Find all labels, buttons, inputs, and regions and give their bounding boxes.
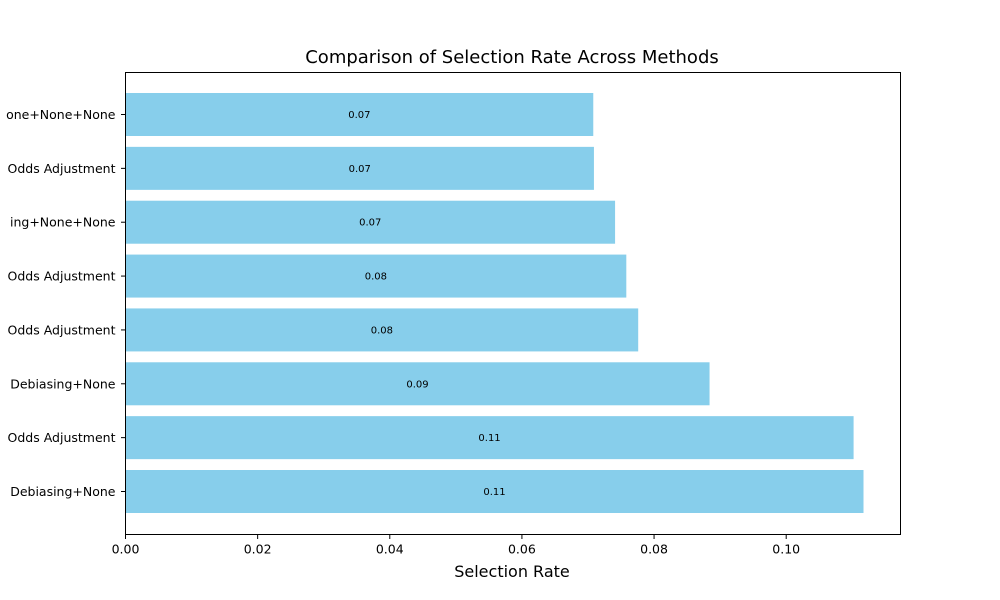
y-tick-label-2: ing+None+None (10, 215, 116, 230)
x-tick-label-4: 0.08 (640, 542, 668, 557)
bar-value-label-7: 0.11 (483, 487, 505, 498)
bar-value-label-5: 0.09 (406, 379, 428, 390)
bar-1 (125, 146, 594, 190)
x-tick-label-2: 0.04 (376, 542, 404, 557)
y-tick-labels: one+None+None Odds Adjustment ing+None+Non… (6, 107, 126, 499)
bar-value-label-6: 0.11 (478, 433, 500, 444)
x-ticks: 0.00 0.02 0.04 0.06 0.08 0.10 (112, 534, 800, 557)
bar-0 (125, 93, 594, 136)
bar-5 (125, 362, 710, 406)
x-tick-label-3: 0.06 (508, 542, 536, 557)
x-tick-label-5: 0.10 (772, 542, 800, 557)
y-tick-label-6: Odds Adjustment (8, 430, 116, 445)
y-tick-label-0: one+None+None (6, 107, 116, 122)
bar-value-label-2: 0.07 (359, 218, 381, 229)
y-tick-label-4: Odds Adjustment (8, 322, 116, 337)
x-tick-label-0: 0.00 (112, 542, 140, 557)
x-tick-label-1: 0.02 (244, 542, 272, 557)
y-tick-label-3: Odds Adjustment (8, 269, 116, 284)
bar-3 (125, 254, 627, 298)
plot-frame (125, 72, 901, 535)
bar-6 (125, 416, 854, 460)
bar-7 (125, 470, 864, 513)
bar-value-label-0: 0.07 (348, 110, 370, 121)
bar-value-label-1: 0.07 (349, 164, 371, 175)
bars-group: 0.07 0.07 0.07 0.08 0.08 0.09 0.11 0.11 (125, 93, 864, 513)
bar-2 (125, 200, 616, 244)
bar-value-label-4: 0.08 (371, 325, 393, 336)
x-axis-label: Selection Rate (454, 562, 570, 581)
chart-title: Comparison of Selection Rate Across Meth… (305, 47, 719, 68)
bar-4 (125, 308, 639, 352)
y-tick-label-1: Odds Adjustment (8, 161, 116, 176)
y-tick-label-5: Debiasing+None (10, 376, 116, 391)
bar-value-label-3: 0.08 (365, 272, 387, 283)
y-tick-label-7: Debiasing+None (10, 484, 116, 499)
